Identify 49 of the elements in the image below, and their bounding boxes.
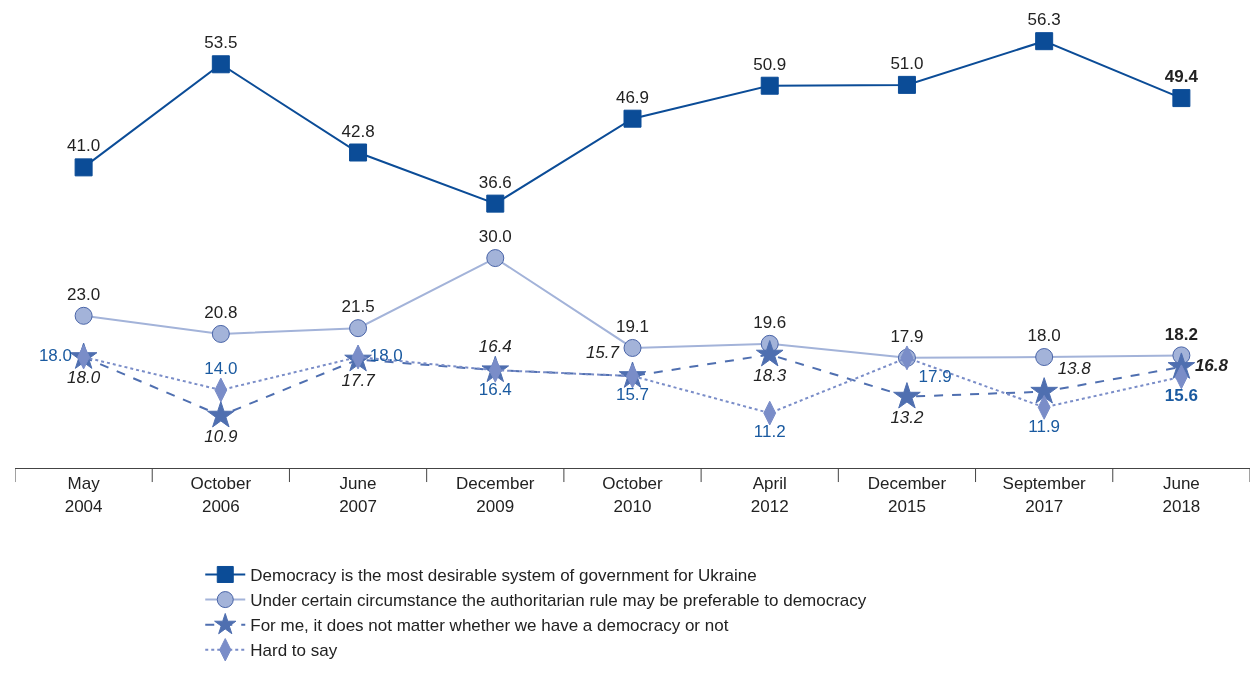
data-label: 23.0 (67, 284, 101, 304)
data-label: 20.8 (204, 303, 238, 323)
data-label: 16.4 (478, 379, 512, 399)
x-tick-label: September 2017 (1002, 474, 1087, 516)
data-label: 56.3 (1027, 10, 1061, 30)
data-label: 21.5 (341, 297, 375, 317)
legend-label: Democracy is the most desirable system of government for Ukraine (250, 566, 757, 586)
x-tick-label: June 2018 (1162, 474, 1201, 516)
data-label: 18.2 (1164, 324, 1198, 344)
data-label: 13.2 (890, 407, 925, 427)
data-label: 18.3 (753, 365, 787, 385)
data-label: 49.4 (1164, 67, 1199, 87)
data-label: 41.0 (67, 136, 101, 156)
data-label: 14.0 (204, 359, 238, 379)
data-label: 17.9 (918, 367, 952, 387)
data-label: 30.0 (478, 227, 512, 247)
data-label: 53.5 (204, 33, 238, 53)
data-label: 18.0 (67, 368, 101, 388)
data-label: 46.9 (615, 87, 650, 107)
x-tick-label: October 2006 (190, 474, 252, 516)
data-label: 15.7 (585, 343, 620, 363)
x-tick-label: December 2015 (867, 474, 947, 516)
legend-label: Hard to say (250, 641, 338, 661)
data-label: 11.9 (1028, 416, 1061, 436)
data-label: 18.0 (1027, 326, 1061, 346)
data-label: 42.8 (341, 121, 375, 141)
data-label: 15.6 (1164, 386, 1198, 406)
x-tick-label: June 2007 (339, 474, 377, 516)
x-tick-label: December 2009 (456, 474, 535, 516)
data-label: 11.2 (753, 422, 786, 442)
x-tick-label: October 2010 (602, 474, 664, 516)
data-label: 10.9 (204, 426, 238, 446)
data-label: 16.4 (478, 337, 512, 357)
x-tick-label: May 2004 (64, 474, 103, 516)
data-label: 18.0 (38, 346, 72, 366)
data-label: 51.0 (890, 54, 924, 74)
data-label: 19.6 (753, 312, 787, 332)
data-label: 17.7 (341, 370, 376, 390)
data-label: 15.7 (615, 385, 650, 405)
data-label: 13.8 (1057, 358, 1092, 378)
x-tick-label: April 2012 (750, 474, 789, 516)
data-label: 18.0 (369, 346, 403, 366)
data-label: 17.9 (890, 326, 924, 346)
data-label: 19.1 (615, 317, 650, 337)
legend-label: Under certain circumstance the authoritarian rule may be preferable to democracy (250, 591, 867, 611)
data-label: 16.8 (1194, 356, 1229, 376)
data-label: 50.9 (753, 54, 787, 74)
legend-label: For me, it does not matter whether we have a democracy or not (250, 616, 729, 636)
data-label: 36.6 (478, 172, 512, 192)
